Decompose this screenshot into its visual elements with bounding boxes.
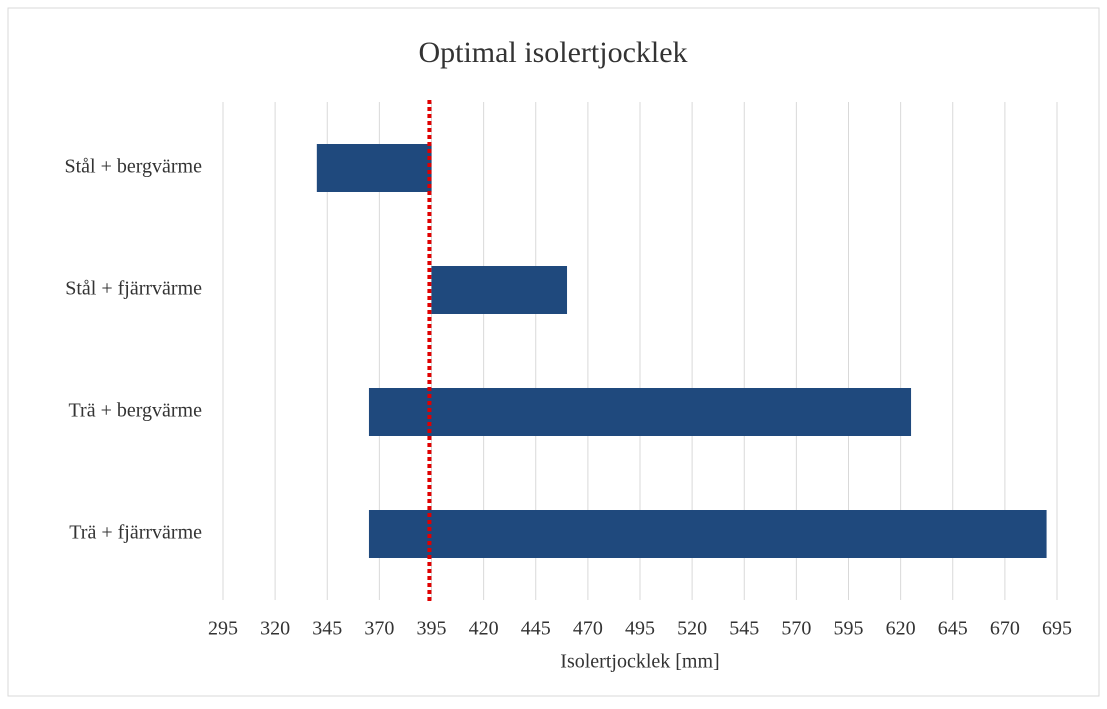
- x-tick-label: 595: [834, 618, 864, 640]
- y-tick-label: Stål + fjärrvärme: [65, 278, 202, 300]
- x-tick-label: 320: [260, 618, 290, 640]
- x-tick-label: 645: [938, 618, 968, 640]
- x-tick-label: 670: [990, 618, 1020, 640]
- y-tick-label: Stål + bergvärme: [64, 156, 202, 178]
- chart-title: Optimal isolertjocklek: [418, 36, 687, 69]
- bar: [368, 510, 1047, 558]
- y-tick-label: Trä + fjärrvärme: [69, 522, 202, 544]
- x-tick-label: 520: [677, 618, 707, 640]
- x-tick-label: 570: [781, 618, 811, 640]
- x-tick-label: 470: [573, 618, 603, 640]
- x-tick-label: 420: [469, 618, 499, 640]
- x-tick-label: 295: [208, 618, 238, 640]
- x-tick-label: 445: [521, 618, 551, 640]
- x-tick-label: 395: [417, 618, 447, 640]
- chart-border: [7, 7, 1100, 697]
- x-tick-label: 620: [886, 618, 916, 640]
- bar: [316, 144, 432, 192]
- y-tick-label: Trä + bergvärme: [69, 400, 203, 422]
- x-tick-label: 345: [312, 618, 342, 640]
- x-tick-label: 695: [1042, 618, 1072, 640]
- x-tick-label: 495: [625, 618, 655, 640]
- x-axis-title: Isolertjocklek [mm]: [560, 651, 719, 673]
- x-tick-label: 545: [729, 618, 759, 640]
- bar: [431, 266, 568, 314]
- bar: [368, 388, 912, 436]
- x-tick-label: 370: [364, 618, 394, 640]
